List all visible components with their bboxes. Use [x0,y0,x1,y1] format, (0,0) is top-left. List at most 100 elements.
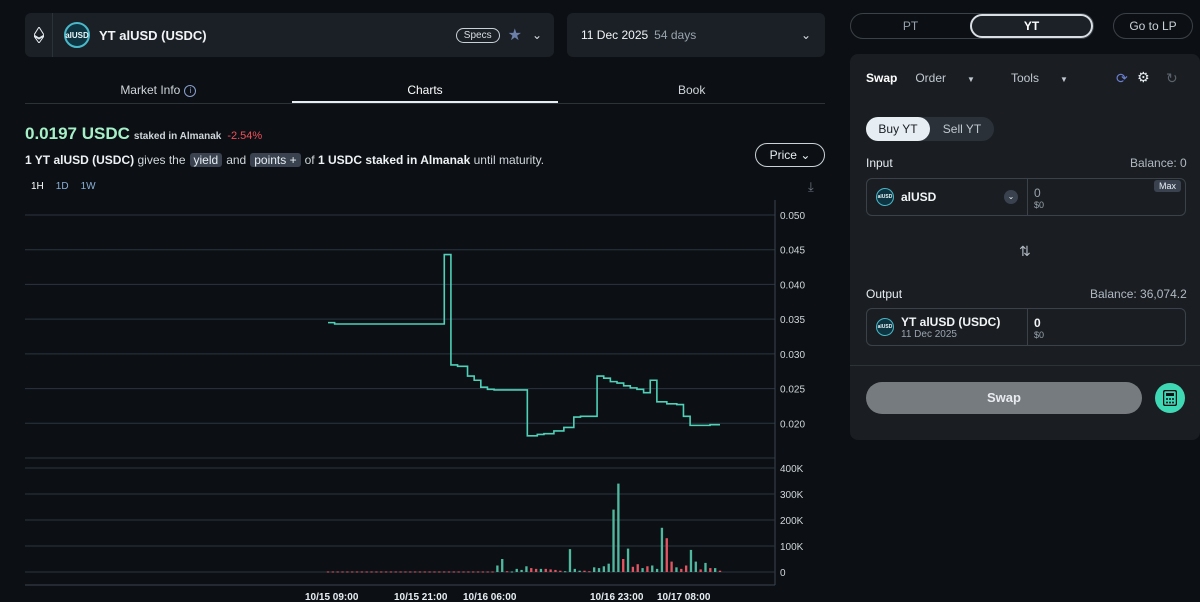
volume-bar [694,561,697,572]
volume-bar [433,571,436,573]
volume-bar [394,571,397,573]
download-icon[interactable]: ⤓ [808,179,814,194]
input-label: Input [866,156,893,170]
volume-bar [709,568,712,572]
y-tick-label: 200K [780,516,804,527]
market-description: 1 YT alUSD (USDC) gives the yield and po… [25,153,544,167]
volume-bar [380,571,383,573]
timeframe-selector: 1H 1D 1W [25,181,102,192]
maturity-selector[interactable]: 11 Dec 2025 54 days ⌄ [567,13,825,57]
volume-bar [404,571,407,573]
timeframe-1h[interactable]: 1H [31,181,44,192]
input-field: alUSD alUSD ⌄ 0 $0 Max [866,178,1186,216]
chevron-down-icon[interactable]: ⌄ [800,28,811,42]
input-token-selector[interactable]: alUSD alUSD ⌄ [867,179,1028,215]
timeframe-1w[interactable]: 1W [80,181,96,192]
volume-bar [554,569,557,572]
volume-bar [670,561,673,572]
trade-nav: Swap Order ▼ Tools ▼ [866,71,1104,85]
nav-tools[interactable]: Tools ▼ [1011,71,1086,85]
volume-bar [655,568,659,572]
divider [850,365,1200,366]
input-amount-field[interactable]: 0 $0 Max [1028,179,1185,215]
buy-sell-toggle: Buy YT Sell YT [866,117,994,141]
tab-charts[interactable]: Charts [291,78,559,103]
output-balance: Balance: 36,074.2 [1090,287,1187,301]
timeframe-1d[interactable]: 1D [55,181,69,192]
volume-bar [539,568,543,572]
calculator-icon[interactable] [1155,383,1185,413]
output-token-name: YT alUSD (USDC) [901,314,1001,329]
volume-bar [588,571,591,573]
pt-yt-toggle: PT YT [850,13,1094,39]
yt-toggle[interactable]: YT [970,14,1093,38]
network-ethereum-icon[interactable] [25,13,53,57]
volume-bar [578,570,581,572]
volume-bar [409,571,412,573]
tab-label: Market Info [120,83,181,97]
volume-bar [452,571,455,573]
price-volume-chart[interactable]: 0.050 0.045 0.040 0.035 0.030 0.025 0.020 400K 3… [25,200,825,602]
info-icon[interactable]: i [184,84,197,97]
volume-bar [515,568,518,572]
volume-bar [568,549,572,572]
nav-order-label: Order [915,71,947,85]
volume-bar [530,568,533,572]
price-header: 0.0197 USDC staked in Almanak -2.54% [25,124,262,144]
chevron-down-icon: ▼ [967,75,975,84]
go-to-lp-button[interactable]: Go to LP [1113,13,1193,39]
volume-bar [375,571,378,573]
nav-tools-label: Tools [1010,71,1039,85]
specs-button[interactable]: Specs [455,27,500,43]
y-tick-label: 400K [780,464,804,475]
favorite-star-icon[interactable]: ★ [507,27,522,44]
max-button[interactable]: Max [1153,180,1181,192]
volume-bar [704,562,707,572]
volume-bar [355,571,359,573]
volume-bar [331,571,335,573]
volume-bar [365,571,368,573]
points-chip[interactable]: points + [250,153,301,167]
route-icon[interactable]: ⟳ [1116,70,1128,86]
yield-chip[interactable]: yield [189,153,223,167]
volume-bar [360,571,364,573]
volume-bar [636,564,639,572]
input-usd: $0 [1034,200,1045,210]
days-left: 54 days [654,28,697,42]
swap-direction-icon[interactable]: ⇅ [1019,243,1031,259]
nav-order[interactable]: Order ▼ [915,71,993,85]
desc-token: 1 YT alUSD (USDC) [25,153,135,167]
pt-toggle[interactable]: PT [902,19,919,33]
output-usd: $0 [1034,330,1045,340]
volume-bar [472,571,475,573]
volume-bar [680,568,683,572]
price-line [328,253,720,437]
volume-bar [418,571,422,573]
settings-gear-icon[interactable]: ⚙ [1137,69,1150,85]
volume-bar [631,566,635,572]
sell-yt-button[interactable]: Sell YT [942,122,982,136]
volume-bar [428,571,431,573]
volume-bar [684,565,688,572]
market-selector[interactable]: alUSD YT alUSD (USDC) Specs ★ ⌄ [25,13,554,57]
buy-yt-button[interactable]: Buy YT [866,117,930,141]
tab-book[interactable]: Book [678,83,706,97]
volume-bar [462,571,465,573]
volume-bar [447,571,451,573]
volume-bar [573,568,576,572]
yt-token-icon: alUSD [876,318,894,336]
volume-bar [520,569,523,572]
alusd-token-icon: alUSD [876,188,894,206]
refresh-icon[interactable]: ↻ [1166,70,1178,86]
output-amount-field: 0 $0 [1028,309,1185,345]
tab-market-info[interactable]: Market Info i [25,78,292,103]
tab-bar: Market Info i Charts Book [25,78,825,104]
price-dropdown[interactable]: Price ⌄ [755,143,825,167]
chevron-down-icon[interactable]: ⌄ [531,28,542,42]
volume-bar [336,571,339,573]
desc-text: of [304,153,315,167]
nav-swap[interactable]: Swap [866,71,898,85]
output-label: Output [866,287,903,301]
swap-button[interactable]: Swap [866,382,1142,414]
volume-bar [496,565,499,572]
